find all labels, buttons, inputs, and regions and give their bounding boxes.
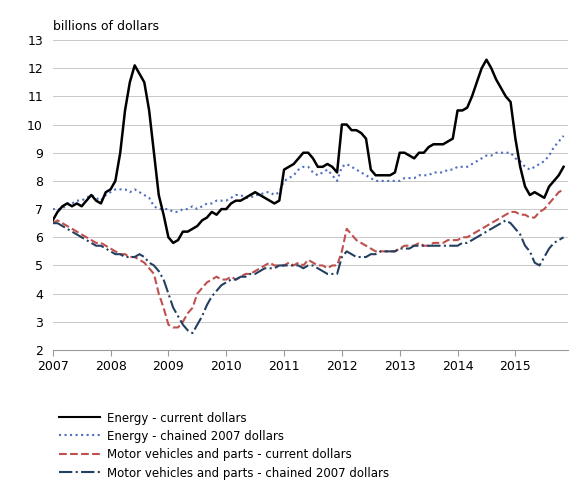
- Legend: Energy - current dollars, Energy - chained 2007 dollars, Motor vehicles and part: Energy - current dollars, Energy - chain…: [59, 412, 389, 480]
- Text: billions of dollars: billions of dollars: [53, 20, 159, 32]
